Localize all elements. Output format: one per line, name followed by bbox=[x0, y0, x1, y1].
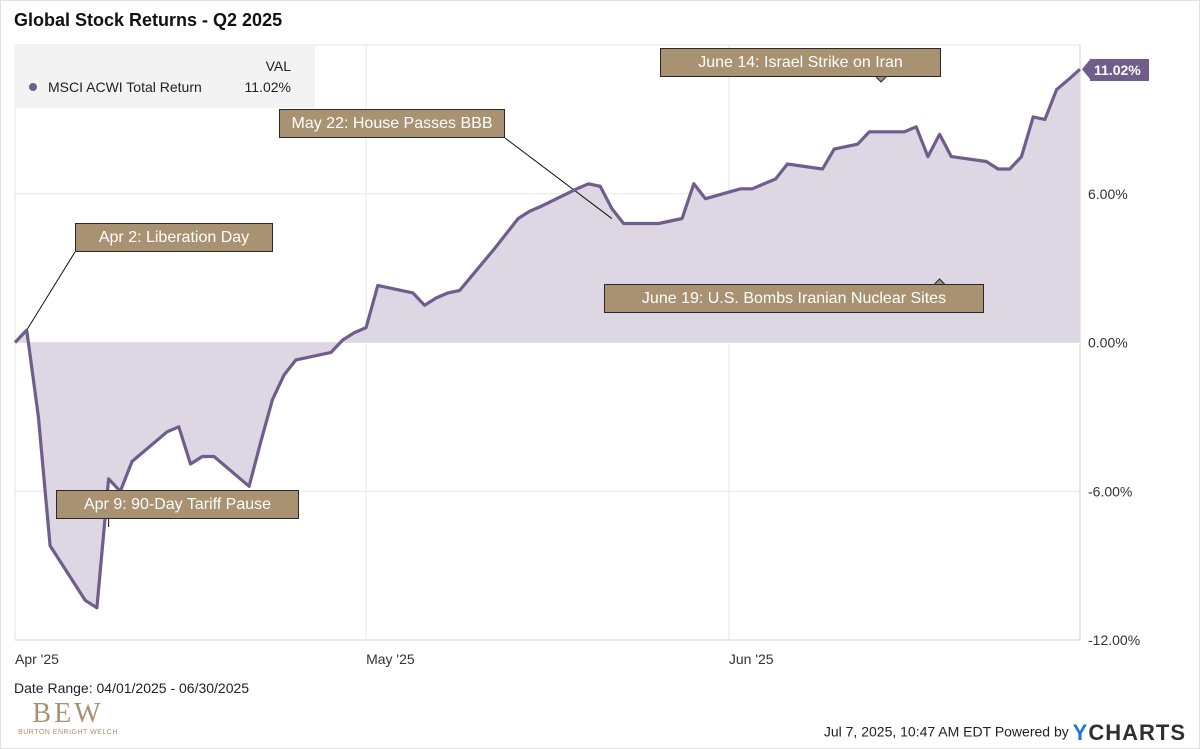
x-tick-label: Jun '25 bbox=[729, 651, 774, 667]
annotation-connector bbox=[26, 251, 76, 331]
ycharts-logo-y: Y bbox=[1072, 720, 1089, 745]
legend-header: VAL bbox=[265, 58, 291, 74]
last-value-badge: 11.02% bbox=[1090, 59, 1149, 81]
y-tick-label: -12.00% bbox=[1088, 632, 1140, 648]
chart-title: Global Stock Returns - Q2 2025 bbox=[14, 10, 283, 30]
timestamp-text: Jul 7, 2025, 10:47 AM EDT Powered by bbox=[823, 723, 1069, 740]
legend-series-name: MSCI ACWI Total Return bbox=[48, 79, 202, 95]
annotation-pointer bbox=[875, 76, 887, 83]
legend-swatch bbox=[29, 83, 37, 91]
annotation-israel-strike: June 14: Israel Strike on Iran bbox=[660, 48, 941, 77]
annotation-liberation-day: Apr 2: Liberation Day bbox=[75, 223, 273, 252]
x-axis-ticks: Apr '25 May '25 Jun '25 bbox=[15, 651, 774, 667]
logo-text: BURTON ENRIGHT WELCH bbox=[18, 729, 118, 736]
bew-logo: BEW BURTON ENRIGHT WELCH bbox=[18, 700, 118, 737]
x-tick-label: May '25 bbox=[366, 651, 415, 667]
x-tick-label: Apr '25 bbox=[15, 651, 59, 667]
series-area bbox=[15, 69, 1080, 608]
annotation-house-passes-bbb: May 22: House Passes BBB bbox=[279, 109, 505, 138]
y-axis-ticks: 6.00% 0.00% -6.00% -12.00% bbox=[1088, 186, 1140, 648]
annotation-us-bombs-iran: June 19: U.S. Bombs Iranian Nuclear Site… bbox=[604, 284, 984, 313]
legend-series-value: 11.02% bbox=[244, 79, 291, 95]
y-tick-label: 6.00% bbox=[1088, 186, 1128, 202]
annotation-tariff-pause: Apr 9: 90-Day Tariff Pause bbox=[56, 490, 299, 519]
footer-credit: Jul 7, 2025, 10:47 AM EDT Powered by YCH… bbox=[824, 720, 1186, 746]
y-tick-label: -6.00% bbox=[1088, 483, 1132, 499]
last-value-pointer bbox=[1082, 58, 1091, 81]
ycharts-logo[interactable]: YCHARTS bbox=[1073, 720, 1186, 745]
series-line bbox=[13, 68, 1082, 610]
annotation-connector bbox=[504, 137, 613, 219]
date-range-text: Date Range: 04/01/2025 - 06/30/2025 bbox=[14, 680, 250, 696]
logo-mark: BEW bbox=[32, 698, 104, 729]
y-tick-label: 0.00% bbox=[1088, 335, 1128, 351]
legend: VAL MSCI ACWI Total Return 11.02% bbox=[15, 46, 315, 108]
annotation-connectors bbox=[26, 76, 945, 527]
ycharts-logo-rest: CHARTS bbox=[1088, 720, 1186, 745]
annotation-pointer bbox=[934, 278, 945, 285]
